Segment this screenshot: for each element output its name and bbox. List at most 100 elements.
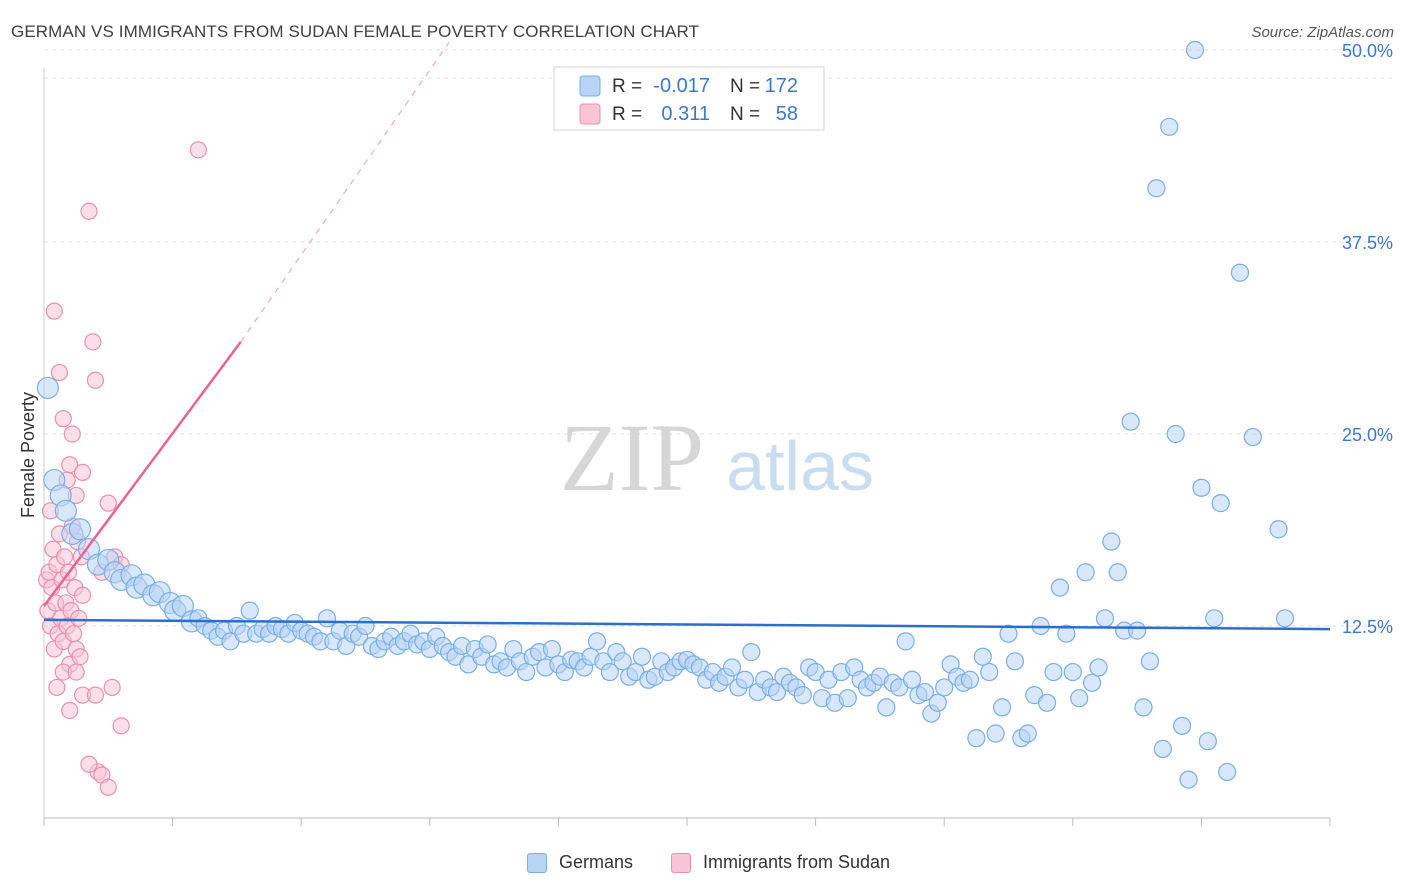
sudan-point	[84, 333, 102, 351]
germans-point	[999, 624, 1018, 643]
germans-point	[1134, 698, 1153, 717]
y-axis-label: Female Poverty	[18, 392, 38, 518]
sudan-point	[67, 663, 85, 681]
sudan-point	[73, 463, 92, 481]
germans-point	[1037, 693, 1057, 712]
sudan-trend-extension	[240, 41, 450, 343]
legend-n-value: 172	[765, 75, 798, 97]
germans-point	[1153, 739, 1172, 758]
germans-point	[600, 662, 619, 682]
germans-point	[742, 643, 761, 662]
germans-point	[1082, 673, 1102, 692]
germans-point	[935, 678, 954, 697]
series-germans-points	[36, 40, 1295, 789]
germans-point	[1095, 609, 1115, 628]
source-label: Source: ZipAtlas.com	[1251, 24, 1394, 41]
germans-trend-line	[43, 618, 1331, 631]
sudan-point	[71, 648, 89, 666]
germans-point	[1147, 179, 1166, 198]
sudan-point	[80, 202, 98, 220]
germans-point	[1018, 724, 1037, 743]
sudan-point	[61, 456, 79, 474]
legend-swatch-germans	[527, 852, 547, 873]
germans-point	[1140, 652, 1160, 671]
sudan-trend-line	[42, 341, 242, 607]
germans-point	[613, 652, 632, 671]
germans-point	[1243, 427, 1262, 447]
germans-point	[1121, 412, 1140, 431]
sudan-point	[55, 548, 74, 566]
germans-point	[1275, 609, 1295, 628]
legend-swatch-sudan	[671, 852, 691, 873]
germans-point	[928, 693, 947, 712]
germans-point	[877, 698, 896, 717]
germans-point	[896, 632, 915, 651]
germans-point	[767, 682, 787, 702]
germans-point	[793, 686, 812, 705]
germans-point	[838, 689, 857, 708]
y-tick-label: 50.0%	[1342, 41, 1393, 61]
germans-point	[1160, 117, 1179, 136]
y-axis-title: Female Poverty	[18, 392, 38, 518]
germans-point	[632, 647, 652, 666]
legend-n-label: N =	[730, 76, 760, 97]
chart-title: GERMAN VS IMMIGRANTS FROM SUDAN FEMALE P…	[11, 22, 700, 41]
sudan-point	[64, 625, 83, 643]
bottom-legend: Germans Immigrants from Sudan	[0, 850, 1406, 880]
germans-point	[1102, 532, 1121, 551]
germans-point	[1205, 609, 1224, 628]
sudan-point	[189, 141, 207, 159]
watermark-atlas: atlas	[726, 427, 874, 505]
germans-point	[1057, 624, 1076, 643]
germans-point	[960, 670, 980, 689]
y-tick-label: 12.5%	[1342, 617, 1393, 637]
sudan-point	[112, 717, 130, 735]
germans-point	[54, 499, 77, 522]
sudan-point	[54, 410, 72, 428]
germans-point	[1185, 40, 1205, 60]
sudan-point	[86, 371, 105, 389]
germans-point	[1179, 770, 1198, 789]
tick-labels: 12.5%25.0%37.5%50.0%0.0%100.0%	[1342, 41, 1393, 637]
germans-point	[1070, 689, 1089, 708]
legend-item-sudan: Immigrants from Sudan	[671, 852, 890, 873]
legend-r-value: 0.311	[661, 103, 710, 125]
germans-point	[36, 376, 59, 400]
sudan-point	[80, 755, 98, 773]
germans-point	[992, 698, 1012, 717]
germans-point	[1173, 716, 1192, 735]
germans-point	[478, 635, 497, 654]
germans-point	[517, 662, 536, 682]
grid-lines	[44, 49, 1392, 627]
germans-point	[902, 670, 922, 689]
germans-point	[973, 647, 992, 666]
y-tick-label: 37.5%	[1342, 233, 1393, 253]
germans-point	[1218, 762, 1237, 782]
germans-point	[1269, 520, 1288, 539]
series-sudan-points	[37, 141, 207, 796]
germans-point	[356, 616, 375, 636]
legend-label-germans: Germans	[559, 852, 634, 872]
sudan-point	[50, 363, 69, 382]
sudan-point	[45, 302, 63, 320]
sudan-point	[63, 425, 81, 443]
germans-point	[980, 662, 999, 682]
germans-point	[542, 639, 562, 659]
legend-label-sudan: Immigrants from Sudan	[703, 852, 891, 872]
sudan-point	[70, 609, 88, 627]
germans-point	[986, 724, 1005, 743]
sudan-point	[99, 494, 117, 512]
sudan-point	[103, 678, 121, 697]
axes	[43, 68, 1331, 826]
germans-point	[722, 658, 742, 677]
legend-r-label: R =	[612, 76, 642, 97]
sudan-point	[48, 678, 66, 697]
germans-point	[240, 601, 259, 620]
germans-point	[1108, 563, 1127, 582]
legend-item-germans: Germans	[527, 852, 633, 873]
germans-point	[1044, 662, 1063, 682]
germans-point	[1198, 732, 1217, 751]
germans-point	[1076, 563, 1095, 582]
watermark-zip: ZIP	[560, 404, 704, 511]
germans-point	[915, 682, 935, 702]
